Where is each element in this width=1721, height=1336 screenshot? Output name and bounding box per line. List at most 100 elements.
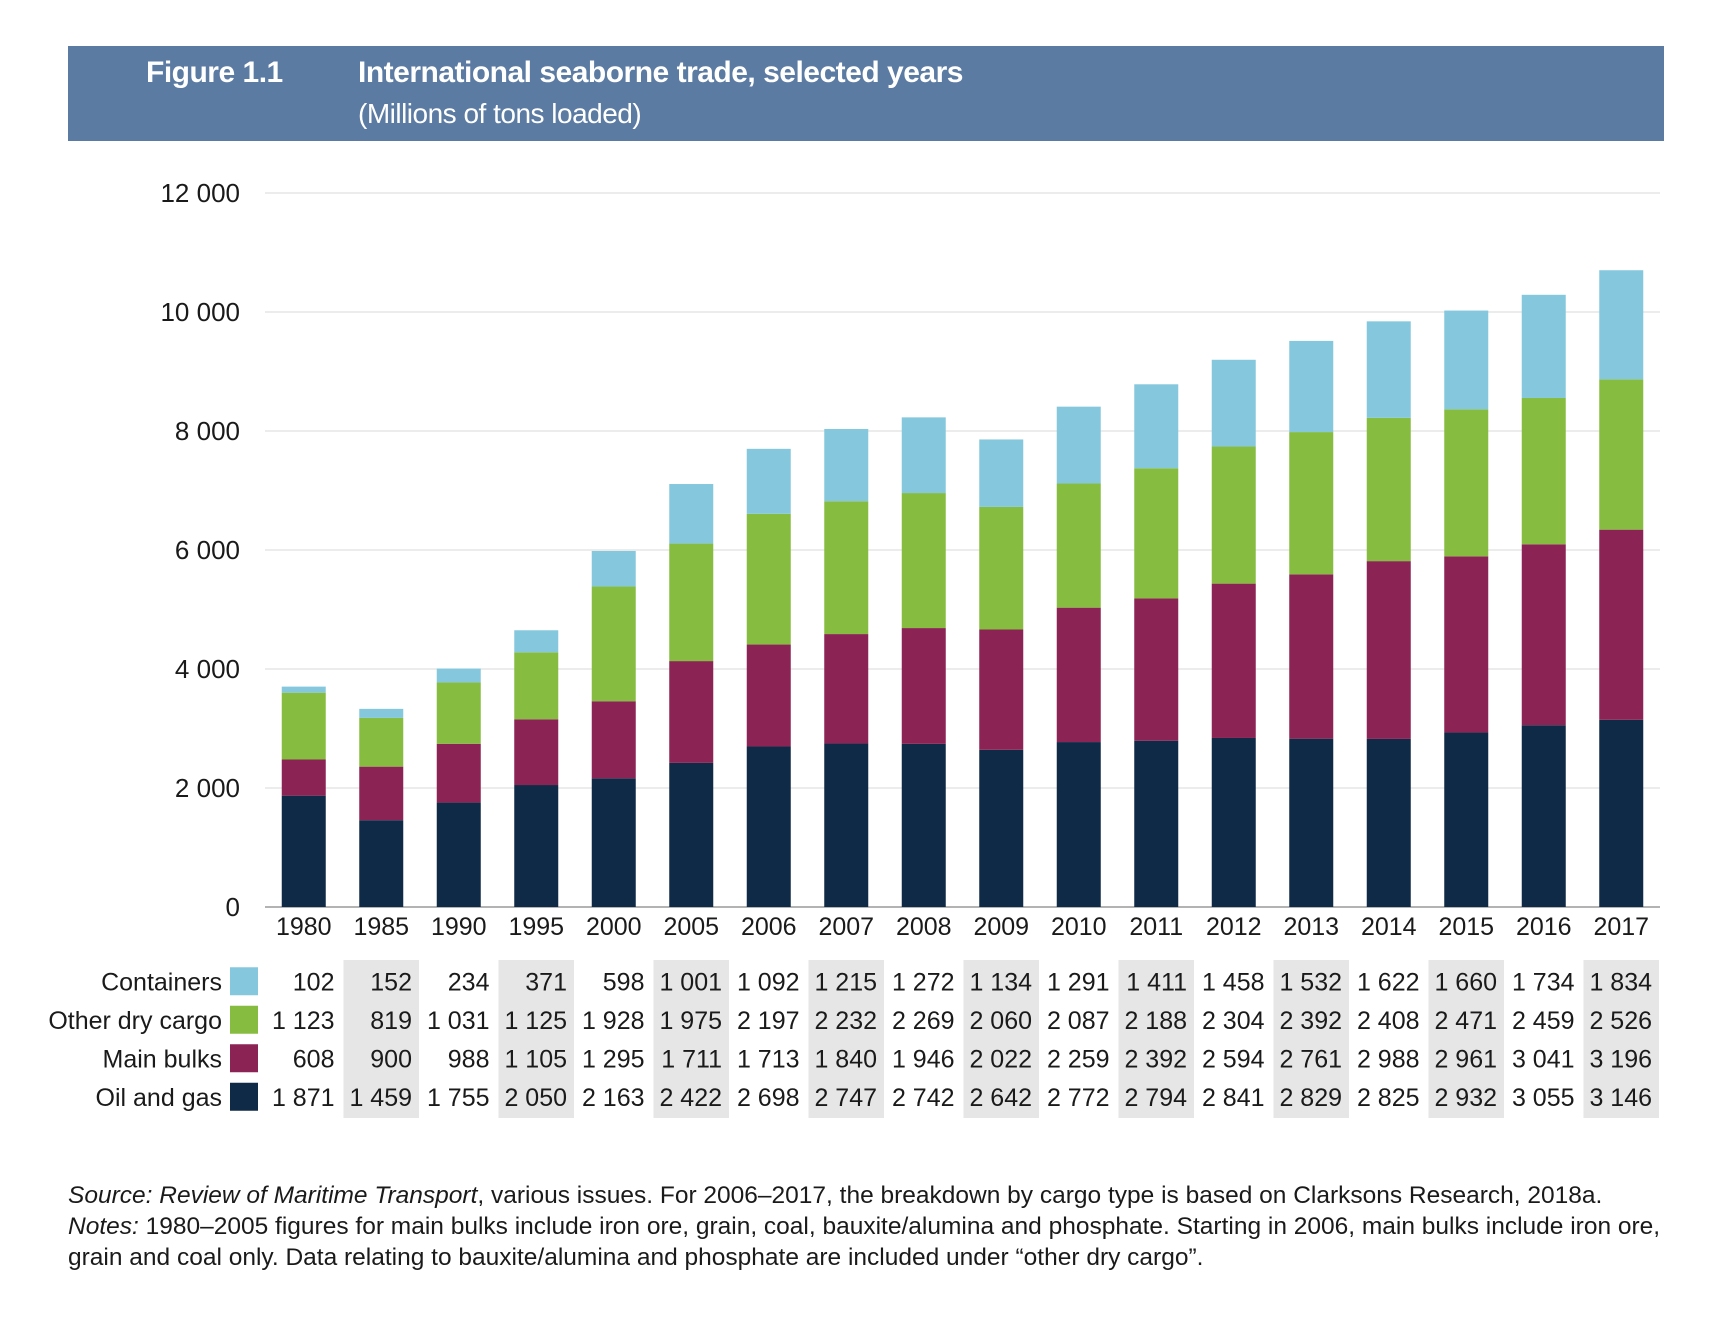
bar-segment-other-dry-cargo bbox=[359, 717, 404, 767]
legend-label: Other dry cargo bbox=[48, 1007, 222, 1035]
table-column-shade bbox=[808, 960, 884, 1118]
x-tick-label: 1990 bbox=[431, 913, 487, 941]
bar-segment-other-dry-cargo bbox=[901, 493, 946, 629]
y-tick-label: 10 000 bbox=[160, 297, 240, 327]
table-cell: 3 041 bbox=[1512, 1045, 1575, 1073]
x-tick-label: 2007 bbox=[818, 913, 874, 941]
table-column-shade bbox=[963, 960, 1039, 1118]
bar-segment-oil-and-gas bbox=[901, 743, 946, 907]
table-cell: 2 471 bbox=[1434, 1007, 1497, 1035]
table-cell: 2 087 bbox=[1047, 1007, 1110, 1035]
bar-segment-containers bbox=[979, 439, 1024, 507]
table-cell: 988 bbox=[448, 1045, 490, 1073]
table-cell: 1 272 bbox=[892, 968, 955, 996]
x-tick-label: 1980 bbox=[276, 913, 332, 941]
x-tick-label: 2014 bbox=[1361, 913, 1417, 941]
x-tick-label: 2017 bbox=[1593, 913, 1649, 941]
bar-segment-containers bbox=[1289, 340, 1334, 433]
table-cell: 1 295 bbox=[582, 1045, 645, 1073]
x-tick-label: 2012 bbox=[1206, 913, 1262, 941]
table-cell: 152 bbox=[370, 968, 412, 996]
bar-segment-oil-and-gas bbox=[1521, 725, 1566, 907]
x-tick-label: 2011 bbox=[1129, 913, 1183, 941]
table-cell: 2 304 bbox=[1202, 1007, 1265, 1035]
table-cell: 1 459 bbox=[349, 1084, 412, 1112]
table-cell: 1 458 bbox=[1202, 968, 1265, 996]
bar-segment-main-bulks bbox=[1599, 529, 1644, 720]
table-cell: 2 259 bbox=[1047, 1045, 1110, 1073]
bar-segment-oil-and-gas bbox=[514, 785, 559, 907]
bar-segment-oil-and-gas bbox=[281, 795, 326, 907]
bar-segment-oil-and-gas bbox=[1444, 732, 1489, 907]
x-tick-label: 2000 bbox=[586, 913, 642, 941]
bar-segment-containers bbox=[591, 550, 636, 587]
table-cell: 2 060 bbox=[969, 1007, 1032, 1035]
notes-line: Notes: 1980–2005 figures for main bulks … bbox=[68, 1211, 1668, 1273]
bar-segment-other-dry-cargo bbox=[1134, 468, 1179, 599]
legend-swatch bbox=[230, 967, 258, 996]
bar-segment-main-bulks bbox=[669, 661, 714, 763]
bar-segment-main-bulks bbox=[1056, 607, 1101, 743]
stacked-bar-chart: 0 2 000 4 000 6 000 8 000 10 000 12 000 1980 198… bbox=[48, 178, 1660, 1118]
table-cell: 1 622 bbox=[1357, 968, 1420, 996]
table-cell: 1 291 bbox=[1047, 968, 1110, 996]
bar-segment-oil-and-gas bbox=[436, 802, 481, 907]
bar-segment-other-dry-cargo bbox=[979, 506, 1024, 630]
bar-segment-other-dry-cargo bbox=[1289, 432, 1334, 575]
table-cell: 900 bbox=[370, 1045, 412, 1073]
table-column-shade bbox=[343, 960, 419, 1118]
source-notes: Source: Review of Maritime Transport, va… bbox=[68, 1180, 1668, 1273]
bar-segment-main-bulks bbox=[746, 644, 791, 747]
bar-segment-other-dry-cargo bbox=[1599, 379, 1644, 530]
table-cell: 2 747 bbox=[814, 1084, 877, 1112]
bar-segment-containers bbox=[1444, 310, 1489, 410]
table-column-shade bbox=[1118, 960, 1194, 1118]
table-cell: 598 bbox=[603, 968, 645, 996]
table-cell: 1 532 bbox=[1279, 968, 1342, 996]
bar-segment-main-bulks bbox=[1366, 561, 1411, 739]
table-cell: 1 134 bbox=[969, 968, 1032, 996]
bar-segment-main-bulks bbox=[979, 629, 1024, 750]
table-cell: 2 772 bbox=[1047, 1084, 1110, 1112]
table-cell: 2 188 bbox=[1124, 1007, 1187, 1035]
table-cell: 2 841 bbox=[1202, 1084, 1265, 1112]
x-tick-label: 2008 bbox=[896, 913, 952, 941]
table-column-shade bbox=[498, 960, 574, 1118]
table-cell: 1 975 bbox=[659, 1007, 722, 1035]
table-cell: 1 834 bbox=[1589, 968, 1652, 996]
table-cell: 102 bbox=[293, 968, 335, 996]
table-cell: 2 698 bbox=[737, 1084, 800, 1112]
bar-segment-oil-and-gas bbox=[1056, 742, 1101, 907]
table-cell: 1 755 bbox=[427, 1084, 490, 1112]
bar-segment-containers bbox=[359, 708, 404, 718]
table-cell: 2 988 bbox=[1357, 1045, 1420, 1073]
bar-segment-oil-and-gas bbox=[1366, 738, 1411, 907]
bar-segment-other-dry-cargo bbox=[746, 513, 791, 645]
table-cell: 1 711 bbox=[661, 1045, 722, 1073]
bar-segment-oil-and-gas bbox=[979, 749, 1024, 907]
x-tick-label: 2016 bbox=[1516, 913, 1572, 941]
legend-label: Main bulks bbox=[103, 1045, 223, 1073]
y-tick-label: 12 000 bbox=[160, 178, 240, 208]
x-tick-label: 1995 bbox=[508, 913, 564, 941]
bar-segment-main-bulks bbox=[1134, 598, 1179, 741]
table-cell: 1 713 bbox=[737, 1045, 800, 1073]
table-cell: 2 761 bbox=[1279, 1045, 1342, 1073]
table-cell: 3 055 bbox=[1512, 1084, 1575, 1112]
table-cell: 1 840 bbox=[814, 1045, 877, 1073]
bar-segment-containers bbox=[746, 448, 791, 514]
bar-segment-containers bbox=[1366, 321, 1411, 418]
x-tick-label: 2009 bbox=[973, 913, 1029, 941]
table-cell: 2 422 bbox=[659, 1084, 722, 1112]
bar-segment-other-dry-cargo bbox=[1521, 397, 1566, 545]
table-cell: 1 031 bbox=[427, 1007, 490, 1035]
bar-segment-oil-and-gas bbox=[824, 743, 869, 907]
bar-segment-other-dry-cargo bbox=[436, 682, 481, 744]
bar-segment-main-bulks bbox=[1211, 583, 1256, 738]
x-tick-label: 2010 bbox=[1051, 913, 1107, 941]
chart-subtitle: (Millions of tons loaded) bbox=[358, 98, 642, 129]
bar-segment-oil-and-gas bbox=[1289, 738, 1334, 907]
x-tick-label: 2005 bbox=[663, 913, 719, 941]
source-label: Source: bbox=[68, 1182, 153, 1209]
bar-segment-other-dry-cargo bbox=[514, 652, 559, 720]
